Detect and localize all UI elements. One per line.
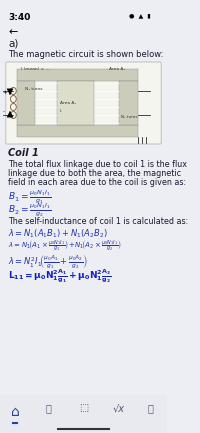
Text: N₁ turns: N₁ turns <box>25 87 43 91</box>
Text: l (mean) = ...: l (mean) = ... <box>21 67 50 71</box>
Bar <box>0 395 167 433</box>
Text: -: - <box>3 109 5 114</box>
Text: 3:40: 3:40 <box>8 13 31 22</box>
Bar <box>17 69 138 81</box>
Text: ←: ← <box>8 27 18 37</box>
Text: field in each area due to the coil is given as:: field in each area due to the coil is gi… <box>8 178 186 187</box>
Bar <box>57 81 94 125</box>
Text: $\lambda = N_1\!\left(A_1 \times \frac{\mu_0 N_1 I_1}{g_1}\right)\!+\!N_1\!\left: $\lambda = N_1\!\left(A_1 \times \frac{\… <box>8 239 122 255</box>
Text: l₁: l₁ <box>60 109 63 113</box>
Text: ⬚: ⬚ <box>79 403 88 413</box>
FancyBboxPatch shape <box>6 62 161 144</box>
Text: 👤: 👤 <box>147 403 153 413</box>
Bar <box>119 81 138 125</box>
Bar <box>17 81 35 125</box>
Text: Area A₂: Area A₂ <box>109 67 125 71</box>
Text: ⌂: ⌂ <box>11 405 19 419</box>
Text: a): a) <box>8 39 19 49</box>
Text: ●  ▲  ▮: ● ▲ ▮ <box>129 13 151 18</box>
Text: $\lambda = N_1(A_1 B_1) + N_1(A_2 B_2)$: $\lambda = N_1(A_1 B_1) + N_1(A_2 B_2)$ <box>8 227 108 239</box>
Text: The total flux linkage due to coil 1 is the flux: The total flux linkage due to coil 1 is … <box>8 160 187 169</box>
Text: 🔍: 🔍 <box>45 403 51 413</box>
Text: The magnetic circuit is shown below:: The magnetic circuit is shown below: <box>8 50 164 59</box>
Text: +: + <box>3 90 7 95</box>
Text: linkage due to both the area, the magnetic: linkage due to both the area, the magnet… <box>8 169 181 178</box>
Bar <box>17 125 138 137</box>
Text: √x: √x <box>113 403 125 413</box>
Text: N₂ turns: N₂ turns <box>121 115 138 119</box>
Text: The self-inductance of coil 1 is calculated as:: The self-inductance of coil 1 is calcula… <box>8 217 189 226</box>
Text: $B_2 = \frac{\mu_0 N_1 I_1}{g_2}$: $B_2 = \frac{\mu_0 N_1 I_1}{g_2}$ <box>8 202 51 220</box>
Text: $B_1 = \frac{\mu_0 N_1 I_1}{g_1}$: $B_1 = \frac{\mu_0 N_1 I_1}{g_1}$ <box>8 189 51 206</box>
Text: $\lambda = N_1^2 I_1\!\left(\frac{\mu_0 A_1}{g_1} + \frac{\mu_0 A_2}{g_2}\right): $\lambda = N_1^2 I_1\!\left(\frac{\mu_0 … <box>8 253 89 271</box>
Text: Coil 1: Coil 1 <box>8 148 39 158</box>
Text: $\mathbf{L_{11} = \mu_0 N_1^2 \frac{A_1}{g_1} + \mu_0 N_1^2 \frac{A_2}{g_2}}$: $\mathbf{L_{11} = \mu_0 N_1^2 \frac{A_1}… <box>8 267 112 284</box>
Text: Area A₁: Area A₁ <box>60 101 76 105</box>
